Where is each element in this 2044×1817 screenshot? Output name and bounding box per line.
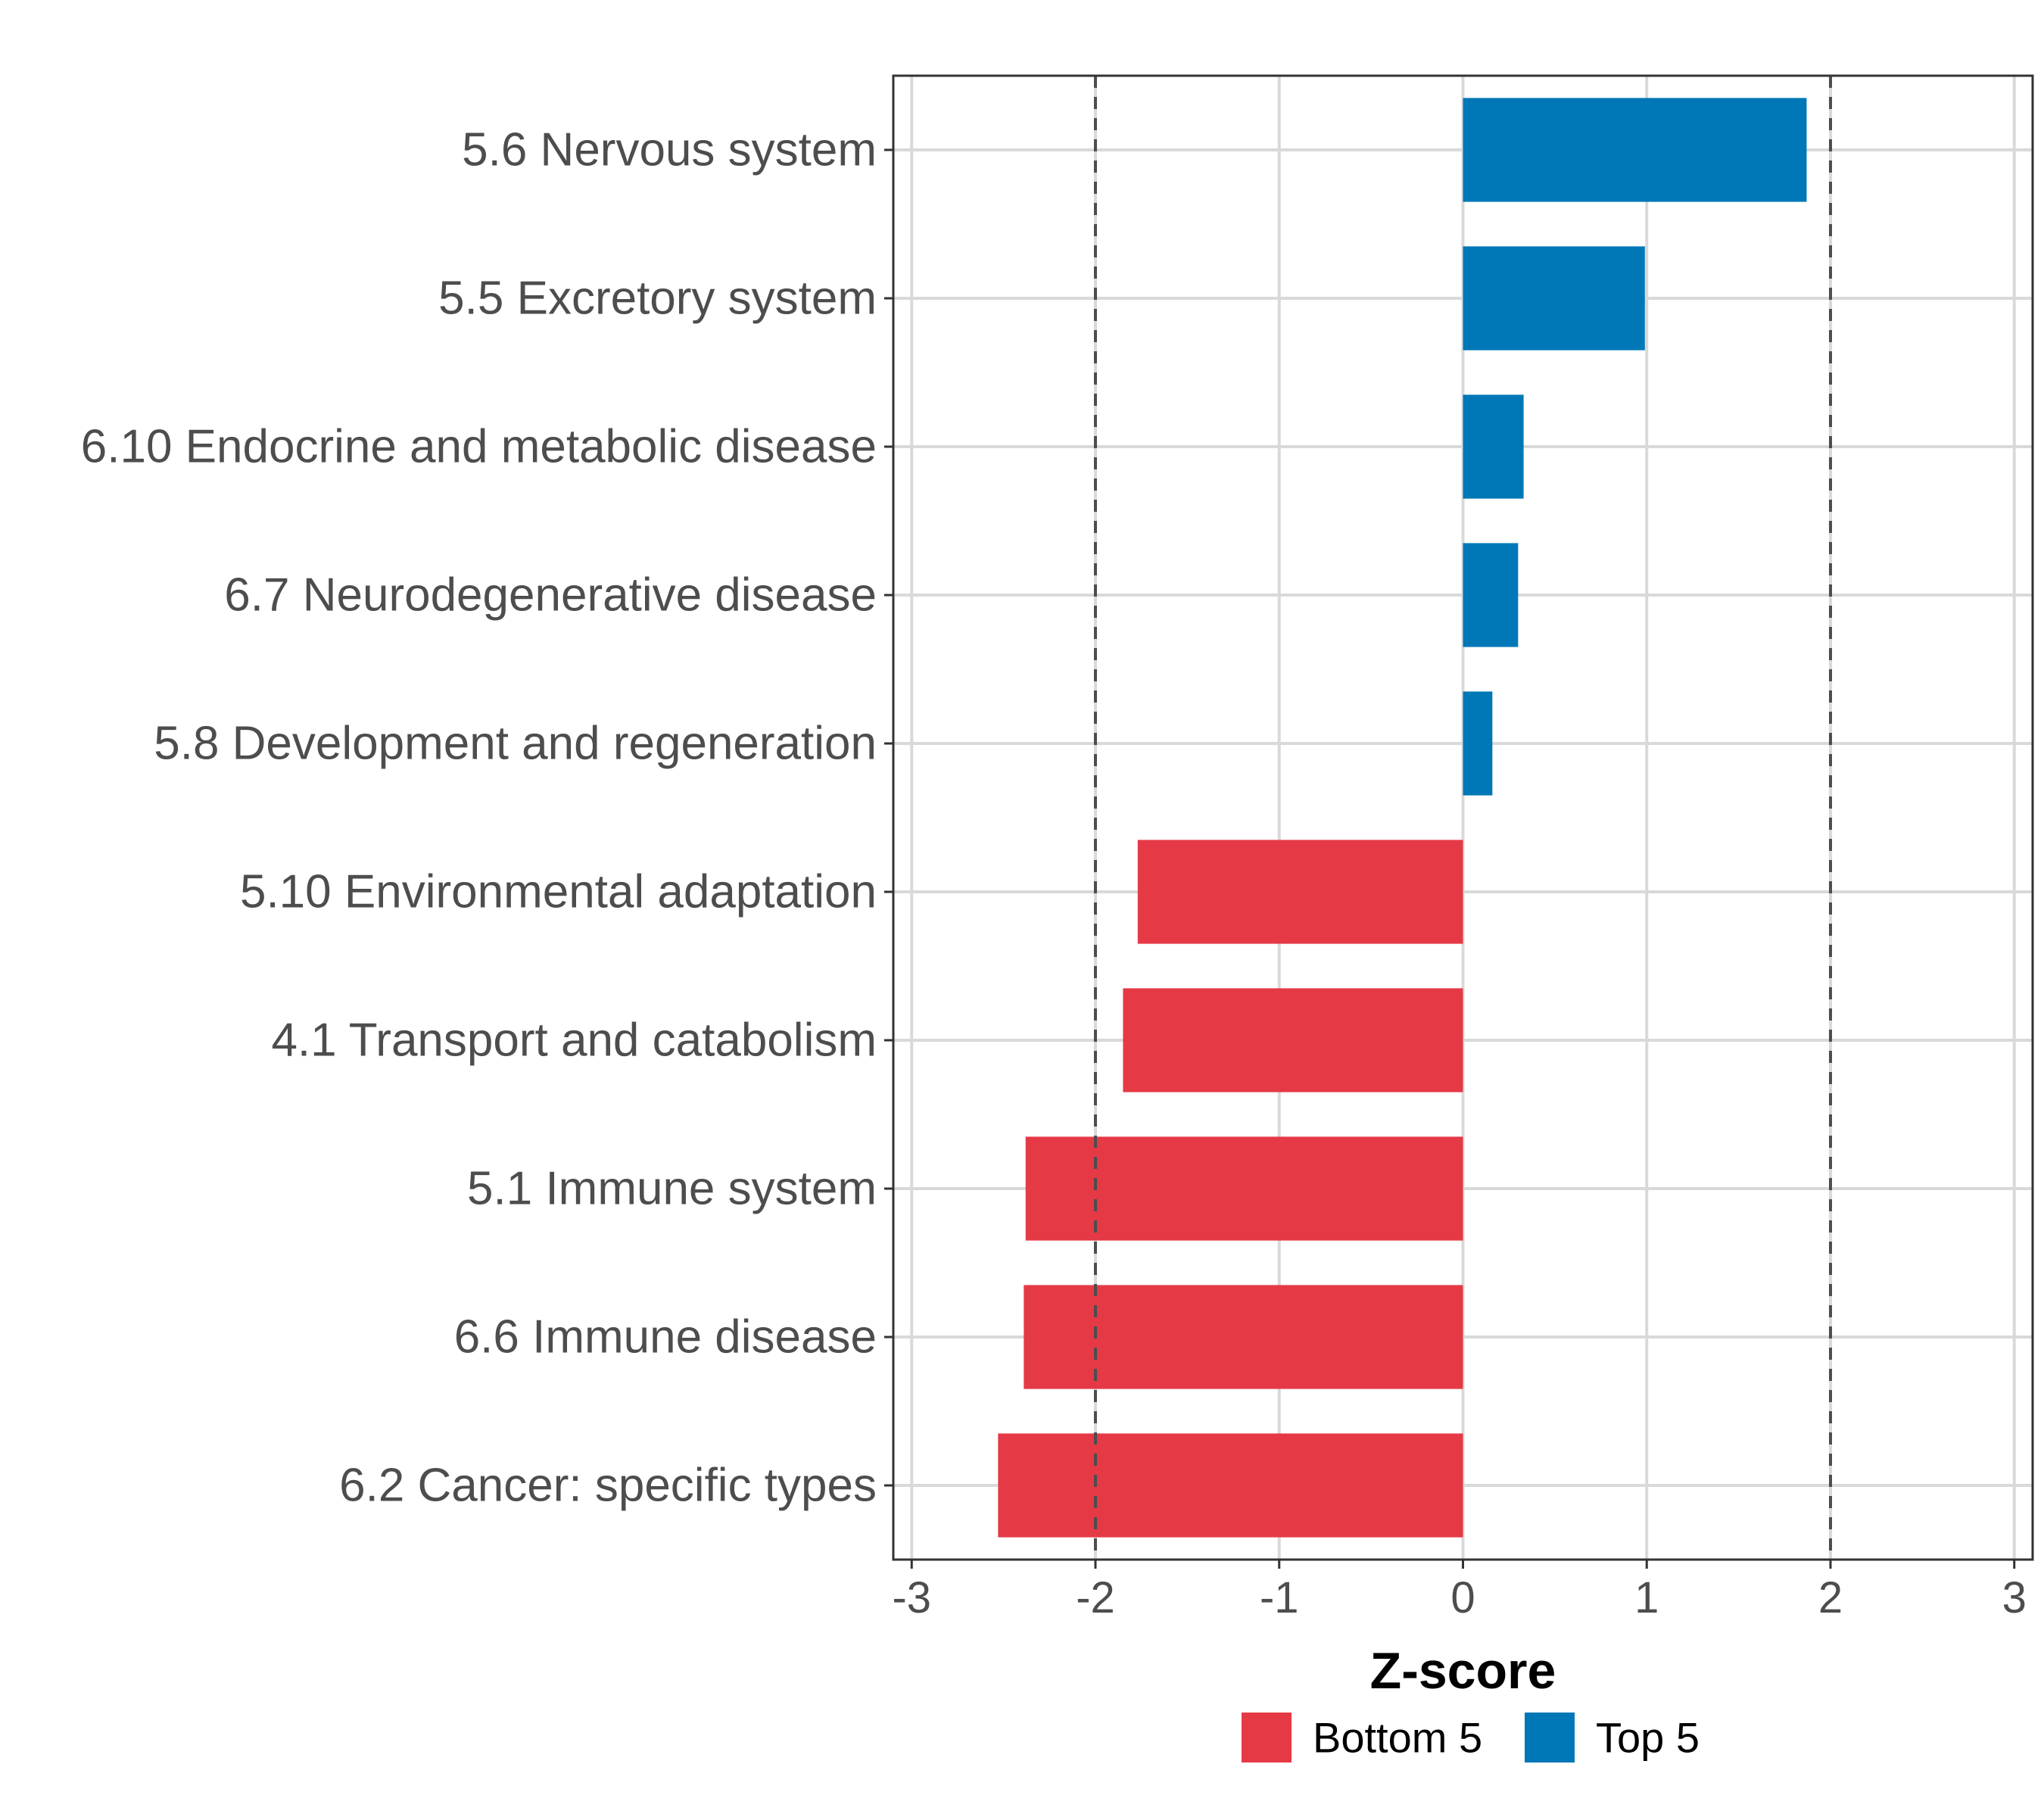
legend-label: Bottom 5	[1313, 1714, 1482, 1762]
bar	[1123, 988, 1463, 1092]
reference-lines	[1094, 76, 1832, 1560]
y-tick-label: 5.10 Environmental adaptation	[240, 866, 877, 918]
bar	[1463, 394, 1524, 499]
y-tick-label: 5.1 Immune system	[467, 1163, 877, 1215]
y-tick-label: 5.5 Excretory system	[438, 273, 877, 325]
legend-swatch	[1525, 1713, 1575, 1762]
legend-label: Top 5	[1596, 1714, 1700, 1762]
x-tick-label: 2	[1818, 1573, 1843, 1622]
bars	[998, 98, 1807, 1538]
y-tick-label: 6.2 Cancer: specific types	[339, 1460, 877, 1512]
x-tick-label: -1	[1260, 1573, 1299, 1622]
x-tick-label: 3	[2002, 1573, 2027, 1622]
x-tick-label: 1	[1634, 1573, 1659, 1622]
bar	[998, 1433, 1463, 1538]
y-tick-label: 6.6 Immune disease	[454, 1311, 877, 1364]
y-tick-label: 4.1 Transport and catabolism	[271, 1014, 877, 1067]
x-tick-label: -3	[892, 1573, 931, 1622]
x-tick-label: 0	[1450, 1573, 1475, 1622]
x-tick-label: -2	[1076, 1573, 1115, 1622]
x-axis: -3 -2 -1 0 1 2 3	[892, 1560, 2027, 1622]
y-axis: 5.6 Nervous system 5.5 Excretory system 6.…	[81, 124, 893, 1512]
bar	[1025, 1136, 1463, 1241]
y-tick-label: 5.6 Nervous system	[462, 124, 877, 176]
legend-swatch	[1242, 1713, 1292, 1762]
y-tick-label: 6.7 Neurodegenerative disease	[224, 569, 877, 622]
y-tick-label: 5.8 Development and regeneration	[154, 718, 877, 770]
bar	[1463, 543, 1519, 647]
y-tick-label: 6.10 Endocrine and metabolic disease	[81, 421, 877, 473]
legend: Bottom 5 Top 5	[1242, 1713, 1700, 1762]
bar	[1463, 691, 1493, 796]
bar	[1463, 246, 1645, 351]
x-axis-title: Z-score	[1370, 1642, 1556, 1700]
bar	[1463, 98, 1807, 202]
bar	[1024, 1285, 1463, 1389]
bar	[1137, 840, 1463, 944]
